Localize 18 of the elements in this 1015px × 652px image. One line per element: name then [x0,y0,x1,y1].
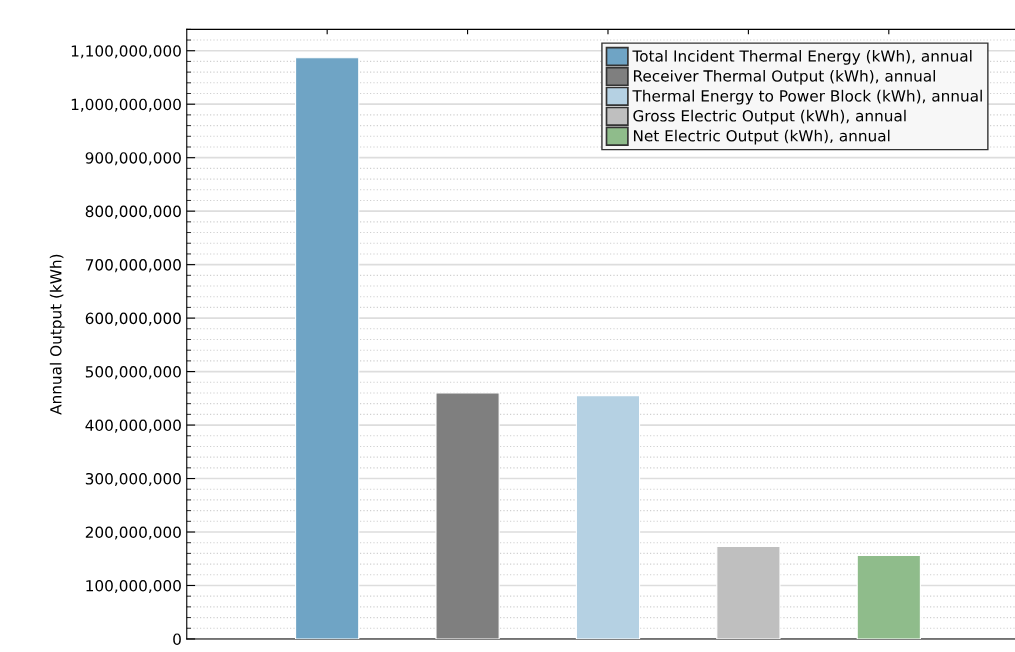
y-tick-label: 0 [173,633,181,645]
legend-label: Net Electric Output (kWh), annual [633,129,890,145]
y-tick-label: 100,000,000 [86,579,181,594]
y-tick-label: 500,000,000 [85,366,181,380]
y-tick-label: 1,100,000,000 [71,45,181,59]
y-tick-label: 800,000,000 [85,205,181,219]
y-tick-label: 400,000,000 [85,419,181,433]
legend-label: Thermal Energy to Power Block (kWh), annual [632,89,982,105]
y-tick-label: 1,000,000,000 [71,98,181,112]
legend-label: Gross Electric Output (kWh), annual [633,109,906,125]
y-tick-label: 900,000,000 [85,152,181,166]
y-tick-label: 700,000,000 [85,259,181,273]
y-axis-title: Annual Output (kWh) [49,254,65,415]
y-tick-label: 600,000,000 [85,312,181,326]
y-tick-label: 300,000,000 [85,473,181,487]
legend-label: Total Incident Thermal Energy (kWh), annual [632,49,972,65]
y-tick-label: 200,000,000 [85,526,181,540]
legend-label: Receiver Thermal Output (kWh), annual [633,69,935,85]
